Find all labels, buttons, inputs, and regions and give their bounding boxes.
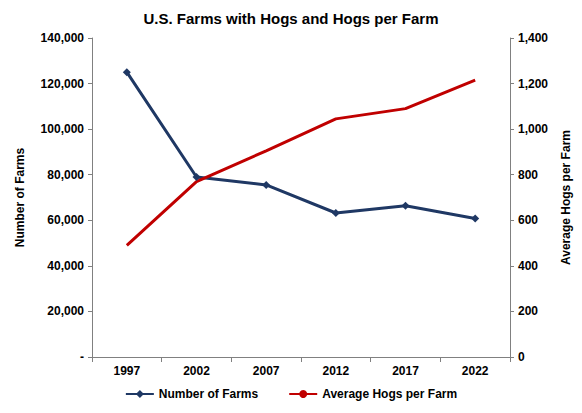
svg-text:400: 400	[518, 259, 538, 273]
svg-text:U.S. Farms with Hogs and Hogs: U.S. Farms with Hogs and Hogs per Farm	[143, 10, 438, 27]
svg-text:Average Hogs per Farm: Average Hogs per Farm	[559, 130, 573, 265]
svg-text:800: 800	[518, 168, 538, 182]
svg-text:2012: 2012	[322, 364, 349, 378]
svg-text:120,000: 120,000	[41, 77, 85, 91]
svg-text:100,000: 100,000	[41, 122, 85, 136]
svg-text:2007: 2007	[253, 364, 280, 378]
svg-text:60,000: 60,000	[47, 213, 84, 227]
svg-text:2022: 2022	[462, 364, 489, 378]
svg-text:Average Hogs per Farm: Average Hogs per Farm	[322, 387, 457, 401]
svg-text:0: 0	[518, 350, 525, 364]
svg-text:140,000: 140,000	[41, 31, 85, 45]
svg-text:40,000: 40,000	[47, 259, 84, 273]
svg-text:1,200: 1,200	[518, 77, 548, 91]
svg-text:1,000: 1,000	[518, 122, 548, 136]
svg-text:Number of Farms: Number of Farms	[159, 387, 259, 401]
svg-text:20,000: 20,000	[47, 304, 84, 318]
svg-text:2002: 2002	[183, 364, 210, 378]
svg-text:2017: 2017	[392, 364, 419, 378]
svg-text:-: -	[80, 350, 84, 364]
svg-text:200: 200	[518, 304, 538, 318]
svg-text:Number of Farms: Number of Farms	[13, 148, 27, 248]
svg-text:600: 600	[518, 213, 538, 227]
svg-text:80,000: 80,000	[47, 168, 84, 182]
svg-text:1997: 1997	[113, 364, 140, 378]
svg-text:1,400: 1,400	[518, 31, 548, 45]
